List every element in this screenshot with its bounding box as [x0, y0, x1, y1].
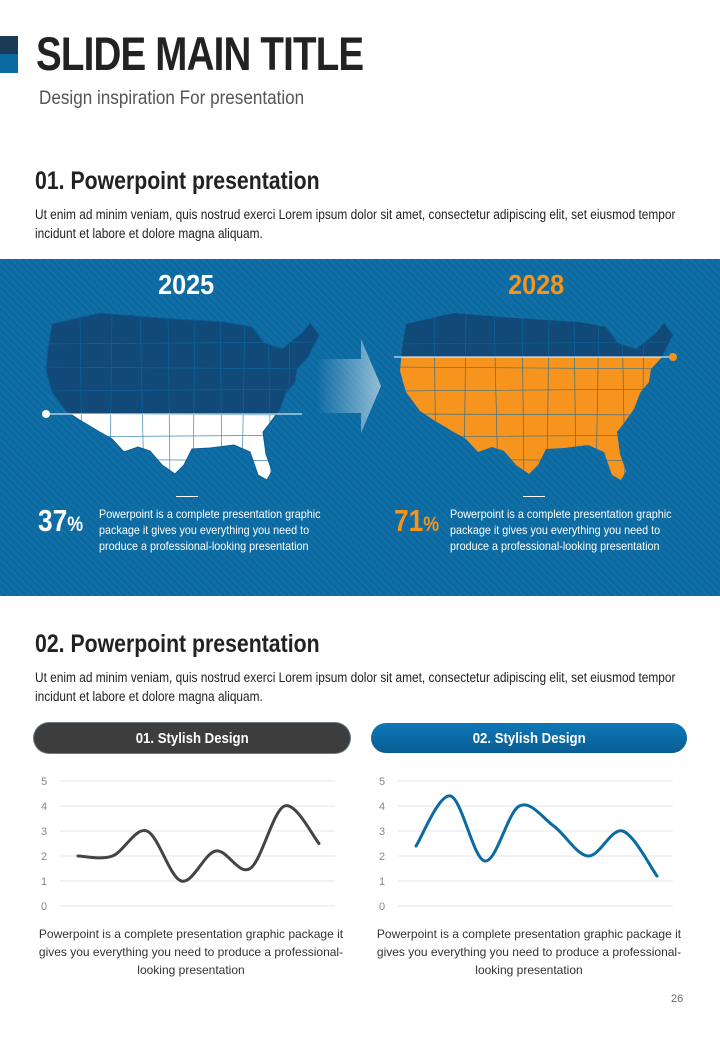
- y-tick-label: 1: [41, 876, 47, 888]
- y-tick-label: 5: [379, 776, 385, 788]
- chart-caption-left: Powerpoint is a complete presentation gr…: [38, 927, 344, 977]
- y-tick-label: 2: [41, 851, 47, 863]
- percent-right: 71%: [394, 503, 440, 538]
- section1-title: 01. Powerpoint presentation: [35, 167, 320, 195]
- y-tick-label: 5: [41, 776, 47, 788]
- y-tick-label: 2: [379, 851, 385, 863]
- y-tick-label: 1: [379, 876, 385, 888]
- stat-text-right: Powerpoint is a complete presentation gr…: [450, 507, 672, 553]
- y-tick-label: 3: [379, 826, 385, 838]
- series-line: [414, 794, 659, 878]
- section2-body: Ut enim ad minim veniam, quis nostrud ex…: [35, 670, 676, 704]
- section1-body: Ut enim ad minim veniam, quis nostrud ex…: [35, 207, 676, 241]
- y-tick-label: 0: [379, 901, 385, 913]
- chart-caption-right: Powerpoint is a complete presentation gr…: [376, 927, 682, 977]
- section2-title: 02. Powerpoint presentation: [35, 630, 320, 658]
- us-map-left: [42, 312, 320, 481]
- page-number: 26: [671, 993, 684, 1005]
- stat-text-left: Powerpoint is a complete presentation gr…: [99, 507, 321, 553]
- year-left: 2025: [158, 269, 215, 300]
- comparison-band: 2025 2028: [0, 259, 720, 596]
- chart-label-right: 02. Stylish Design: [371, 723, 687, 753]
- page-title: SLIDE MAIN TITLE: [36, 27, 364, 80]
- percent-left: 37%: [38, 503, 84, 538]
- line-chart-right: 0 1 2 3 4 5: [379, 776, 673, 913]
- title-accent-dark: [0, 36, 18, 54]
- y-tick-label: 3: [41, 826, 47, 838]
- title-accent-blue: [0, 54, 18, 73]
- chart-label-left: 01. Stylish Design: [34, 723, 350, 753]
- divider-right: [523, 496, 545, 497]
- y-tick-label: 0: [41, 901, 47, 913]
- series-line: [76, 804, 321, 883]
- page-subtitle: Design inspiration For presentation: [39, 88, 305, 109]
- right-arrow-icon: [317, 339, 381, 433]
- year-right: 2028: [508, 269, 565, 300]
- line-chart-left: 0 1 2 3 4 5: [41, 776, 335, 913]
- divider-left: [176, 496, 198, 497]
- us-map-right: [394, 313, 677, 480]
- y-tick-label: 4: [379, 801, 385, 813]
- y-tick-label: 4: [41, 801, 47, 813]
